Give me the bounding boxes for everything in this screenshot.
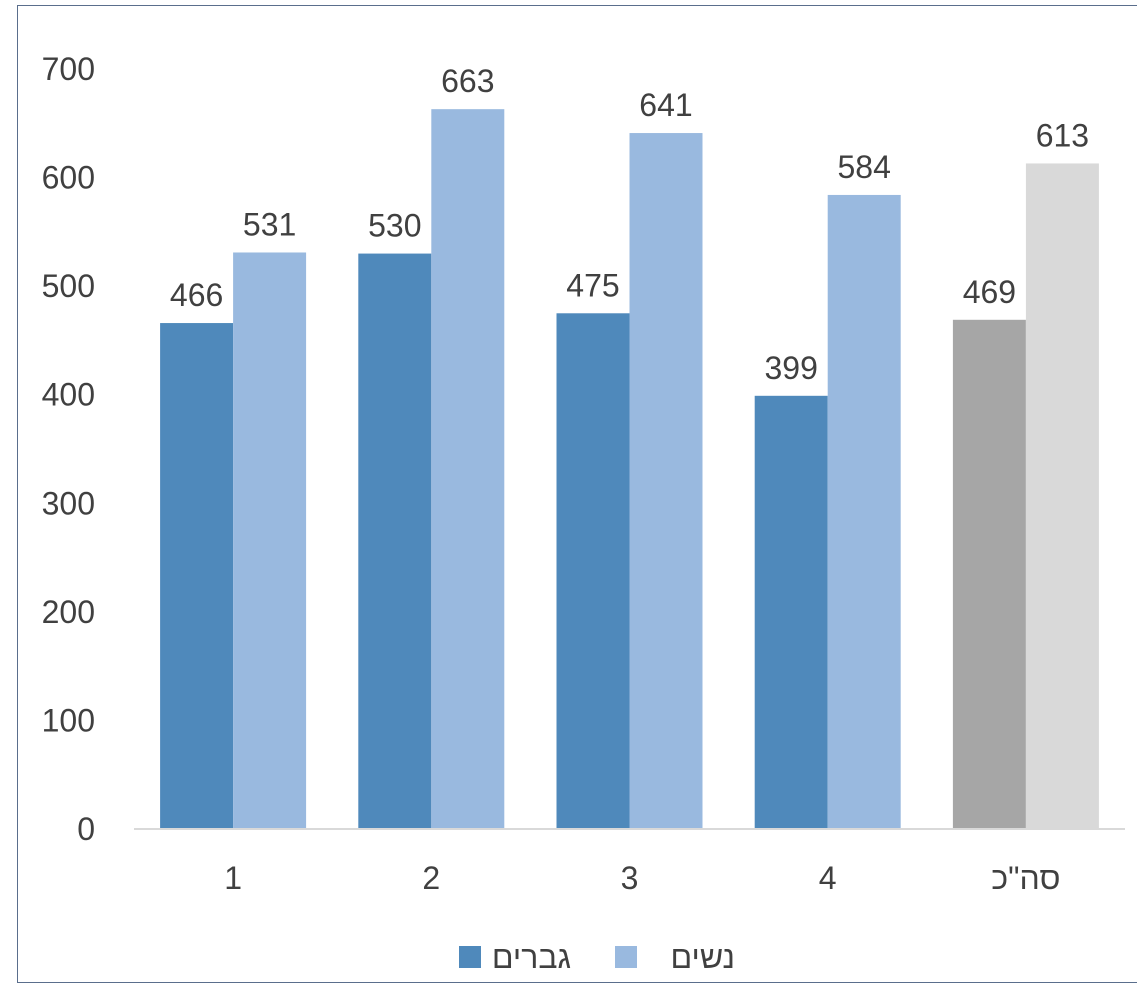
bar-women-4 [827,194,901,829]
data-label: 469 [963,274,1016,310]
bar-men-3 [556,313,630,829]
bar-women-1 [233,252,307,829]
bar-women-2 [431,109,505,829]
y-tick-label: 200 [42,594,95,630]
bar-men-5 [952,319,1026,829]
x-tick-label: סה"כ [991,860,1060,896]
data-label: 466 [170,277,223,313]
data-label: 475 [566,267,619,303]
x-tick-label: 1 [224,860,242,896]
bar-men-1 [160,323,234,829]
y-tick-label: 700 [42,51,95,87]
legend-swatch-women [615,946,637,968]
y-tick-label: 0 [77,811,95,847]
data-label: 584 [838,149,891,185]
x-tick-label: 2 [422,860,440,896]
bar-men-2 [358,253,432,830]
legend-swatch-men [459,946,481,968]
bar-women-3 [629,133,703,830]
x-axis: 1 2 3 4 סה"כ [224,860,1060,896]
data-label: 613 [1036,117,1089,153]
legend-label-men: גברים [492,939,571,975]
data-label: 399 [765,350,818,386]
y-tick-label: 400 [42,377,95,413]
data-labels: 466 531 530 663 475 641 399 584 469 613 [170,63,1089,386]
y-tick-label: 600 [42,160,95,196]
y-tick-label: 300 [42,485,95,521]
data-label: 641 [639,87,692,123]
data-label: 663 [441,63,494,99]
x-tick-label: 3 [621,860,639,896]
legend: גברים נשים [459,939,735,975]
bars [160,109,1099,830]
legend-label-women: נשים [670,939,735,975]
x-tick-label: 4 [819,860,837,896]
bar-women-5 [1025,163,1099,829]
y-axis: 0 100 200 300 400 500 600 700 [42,51,95,847]
data-label: 530 [368,208,421,244]
y-tick-label: 100 [42,702,95,738]
y-tick-label: 500 [42,268,95,304]
bar-men-4 [754,395,828,829]
data-label: 531 [243,206,296,242]
